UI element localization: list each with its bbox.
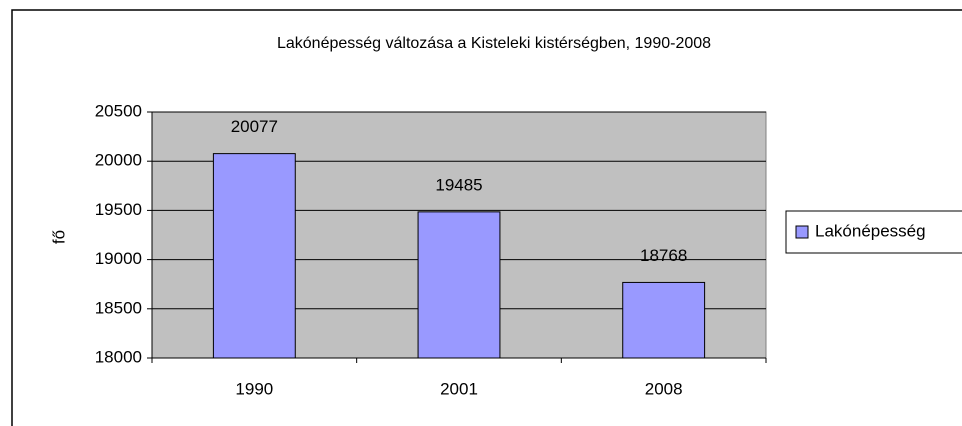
y-tick-label: 20500 [95, 101, 142, 120]
legend-label: Lakónépesség [815, 221, 926, 240]
y-axis-label: fő [49, 230, 68, 244]
bar [622, 281, 706, 359]
bar [212, 153, 296, 359]
x-tick-label: 1990 [235, 379, 273, 398]
chart-title: Lakónépesség változása a Kisteleki kisté… [277, 35, 711, 52]
data-label: 19485 [435, 175, 482, 194]
legend-swatch [795, 225, 809, 239]
data-label: 20077 [231, 117, 278, 136]
x-tick-label: 2008 [645, 379, 683, 398]
bar [417, 211, 501, 359]
y-tick-label: 20000 [95, 151, 142, 170]
x-tick-label: 2001 [440, 379, 478, 398]
y-tick-label: 18500 [95, 298, 142, 317]
legend-box [785, 210, 962, 254]
y-tick-label: 18000 [95, 347, 142, 366]
y-tick-label: 19000 [95, 249, 142, 268]
chart-border [11, 9, 962, 426]
y-tick-label: 19500 [95, 200, 142, 219]
data-label: 18768 [640, 246, 687, 265]
